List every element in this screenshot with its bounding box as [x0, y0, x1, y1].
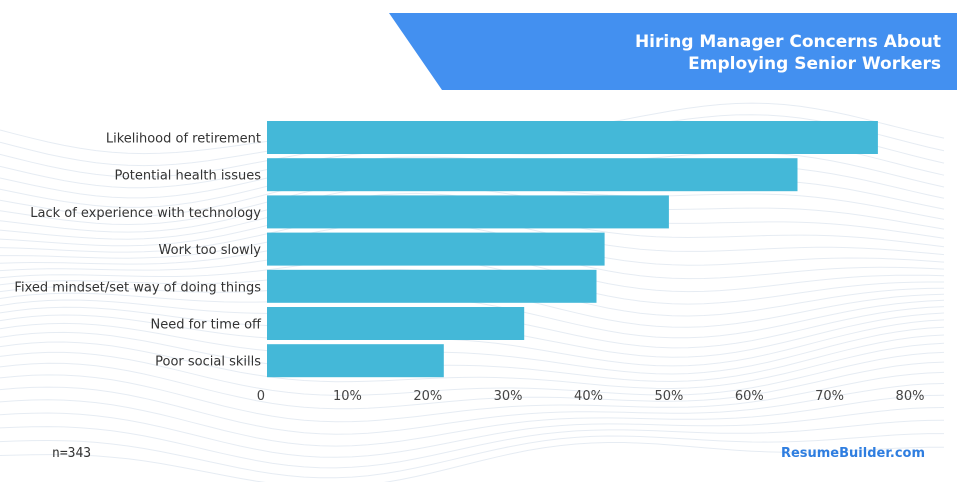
bar-6: [267, 307, 525, 340]
chart-title-line-1: Hiring Manager Concerns About: [634, 32, 941, 52]
x-tick-label-7: 70%: [815, 389, 844, 404]
bar-7: [267, 344, 444, 378]
category-label-7: Poor social skills: [155, 355, 261, 370]
category-label-2: Potential health issues: [114, 169, 261, 184]
title-banner: Hiring Manager Concerns About Employing …: [0, 0, 957, 95]
x-tick-label-5: 50%: [654, 389, 683, 404]
bar-4: [267, 232, 605, 266]
x-tick-label-1: 10%: [333, 389, 362, 404]
x-tick-label-6: 60%: [735, 389, 764, 404]
x-tick-label-2: 20%: [413, 389, 442, 404]
category-label-5: Fixed mindset/set way of doing things: [14, 280, 261, 295]
category-label-4: Work too slowly: [159, 243, 262, 258]
category-label-1: Likelihood of retirement: [106, 132, 261, 147]
chart-title: Hiring Manager Concerns About Employing …: [635, 31, 941, 75]
x-tick-label-4: 40%: [574, 389, 603, 404]
chart-title-line-2: Employing Senior Workers: [688, 54, 941, 74]
category-label-3: Lack of experience with technology: [30, 206, 261, 221]
bar-2: [267, 158, 798, 192]
x-tick-label-0: 0: [257, 389, 265, 404]
brand-logo-text[interactable]: ResumeBuilder.com: [780, 446, 925, 461]
x-tick-label-8: 80%: [896, 389, 925, 404]
bar-1: [267, 121, 878, 154]
category-label-6: Need for time off: [150, 318, 262, 333]
bar-3: [267, 195, 669, 229]
bar-5: [267, 269, 597, 303]
x-tick-label-3: 30%: [494, 389, 523, 404]
sample-size-note: n=343: [52, 446, 92, 461]
title-banner-shape: [389, 13, 957, 90]
